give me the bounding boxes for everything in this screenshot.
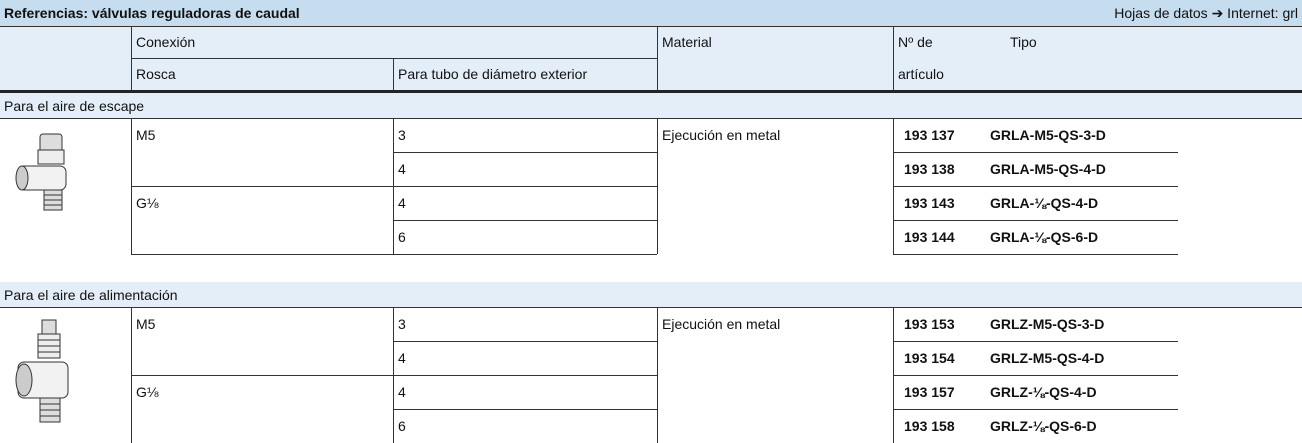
part-number: 193 138 bbox=[904, 161, 955, 177]
rule bbox=[393, 220, 657, 221]
type-code: GRLZ-M5-QS-4-D bbox=[990, 350, 1105, 366]
type-code: GRLZ-⅛-QS-4-D bbox=[990, 384, 1097, 400]
thread-cell: G⅛ bbox=[136, 195, 159, 211]
part-number: 193 157 bbox=[904, 384, 955, 400]
section-title: Para el aire de alimentación bbox=[4, 287, 178, 303]
tube-cell: 3 bbox=[398, 316, 406, 332]
part-number: 193 158 bbox=[904, 418, 955, 434]
type-code: GRLA-M5-QS-4-D bbox=[990, 161, 1106, 177]
rule bbox=[893, 152, 1178, 153]
rule bbox=[393, 186, 657, 187]
section-title: Para el aire de escape bbox=[4, 98, 145, 114]
rule bbox=[893, 341, 1178, 342]
rule bbox=[893, 118, 894, 254]
rule bbox=[393, 375, 657, 376]
rule bbox=[393, 409, 657, 410]
rule bbox=[893, 307, 894, 443]
tube-cell: 6 bbox=[398, 418, 406, 434]
datasheet-note: Hojas de datos ➔ Internet: grl bbox=[1114, 5, 1298, 21]
rule bbox=[393, 341, 657, 342]
part-number: 193 143 bbox=[904, 195, 955, 211]
column-header: Material bbox=[662, 34, 712, 50]
thread-cell: G⅛ bbox=[136, 384, 159, 400]
part-number: 193 154 bbox=[904, 350, 955, 366]
type-code: GRLZ-⅛-QS-6-D bbox=[990, 418, 1097, 434]
rule bbox=[0, 26, 1302, 27]
valve-icon bbox=[15, 133, 67, 211]
rule bbox=[131, 307, 132, 443]
part-number: 193 153 bbox=[904, 316, 955, 332]
column-header: Nº de bbox=[898, 34, 933, 50]
tube-cell: 4 bbox=[398, 161, 406, 177]
material-cell: Ejecución en metal bbox=[662, 127, 781, 143]
column-header: artículo bbox=[898, 66, 944, 82]
rule bbox=[893, 409, 1178, 410]
rule bbox=[131, 118, 132, 254]
column-header: Para tubo de diámetro exterior bbox=[398, 66, 588, 82]
rule bbox=[893, 186, 1178, 187]
thread-cell: M5 bbox=[136, 316, 156, 332]
rule bbox=[893, 375, 1178, 376]
title-bar bbox=[0, 0, 1302, 26]
tube-cell: 4 bbox=[398, 350, 406, 366]
tube-cell: 4 bbox=[398, 195, 406, 211]
part-number: 193 137 bbox=[904, 127, 955, 143]
rule bbox=[393, 254, 657, 255]
rule bbox=[0, 307, 1302, 308]
type-code: GRLZ-M5-QS-3-D bbox=[990, 316, 1105, 332]
column-header: Conexión bbox=[136, 34, 196, 50]
tube-cell: 3 bbox=[398, 127, 406, 143]
material-cell: Ejecución en metal bbox=[662, 316, 781, 332]
rule bbox=[393, 118, 394, 254]
rule bbox=[0, 90, 1302, 93]
rule bbox=[893, 26, 894, 90]
table-title: Referencias: válvulas reguladoras de cau… bbox=[4, 5, 300, 21]
rule bbox=[131, 254, 393, 255]
column-header: Tipo bbox=[1010, 34, 1037, 50]
tube-cell: 4 bbox=[398, 384, 406, 400]
rule bbox=[393, 58, 394, 90]
rule bbox=[0, 118, 1302, 119]
rule bbox=[893, 254, 1178, 255]
rule bbox=[393, 307, 394, 443]
column-header: Rosca bbox=[136, 66, 176, 82]
rule bbox=[657, 26, 658, 90]
tube-cell: 6 bbox=[398, 229, 406, 245]
rule bbox=[893, 220, 1178, 221]
rule bbox=[657, 307, 658, 443]
rule bbox=[393, 152, 657, 153]
part-number: 193 144 bbox=[904, 229, 955, 245]
rule bbox=[131, 375, 393, 376]
thread-cell: M5 bbox=[136, 127, 156, 143]
type-code: GRLA-⅛-QS-6-D bbox=[990, 229, 1099, 245]
rule bbox=[131, 26, 132, 90]
rule bbox=[657, 118, 658, 254]
type-code: GRLA-⅛-QS-4-D bbox=[990, 195, 1099, 211]
rule bbox=[131, 186, 393, 187]
type-code: GRLA-M5-QS-3-D bbox=[990, 127, 1106, 143]
section-bg bbox=[0, 282, 1302, 307]
valve-icon bbox=[15, 319, 69, 423]
rule bbox=[131, 58, 657, 59]
section-bg bbox=[0, 93, 1302, 118]
